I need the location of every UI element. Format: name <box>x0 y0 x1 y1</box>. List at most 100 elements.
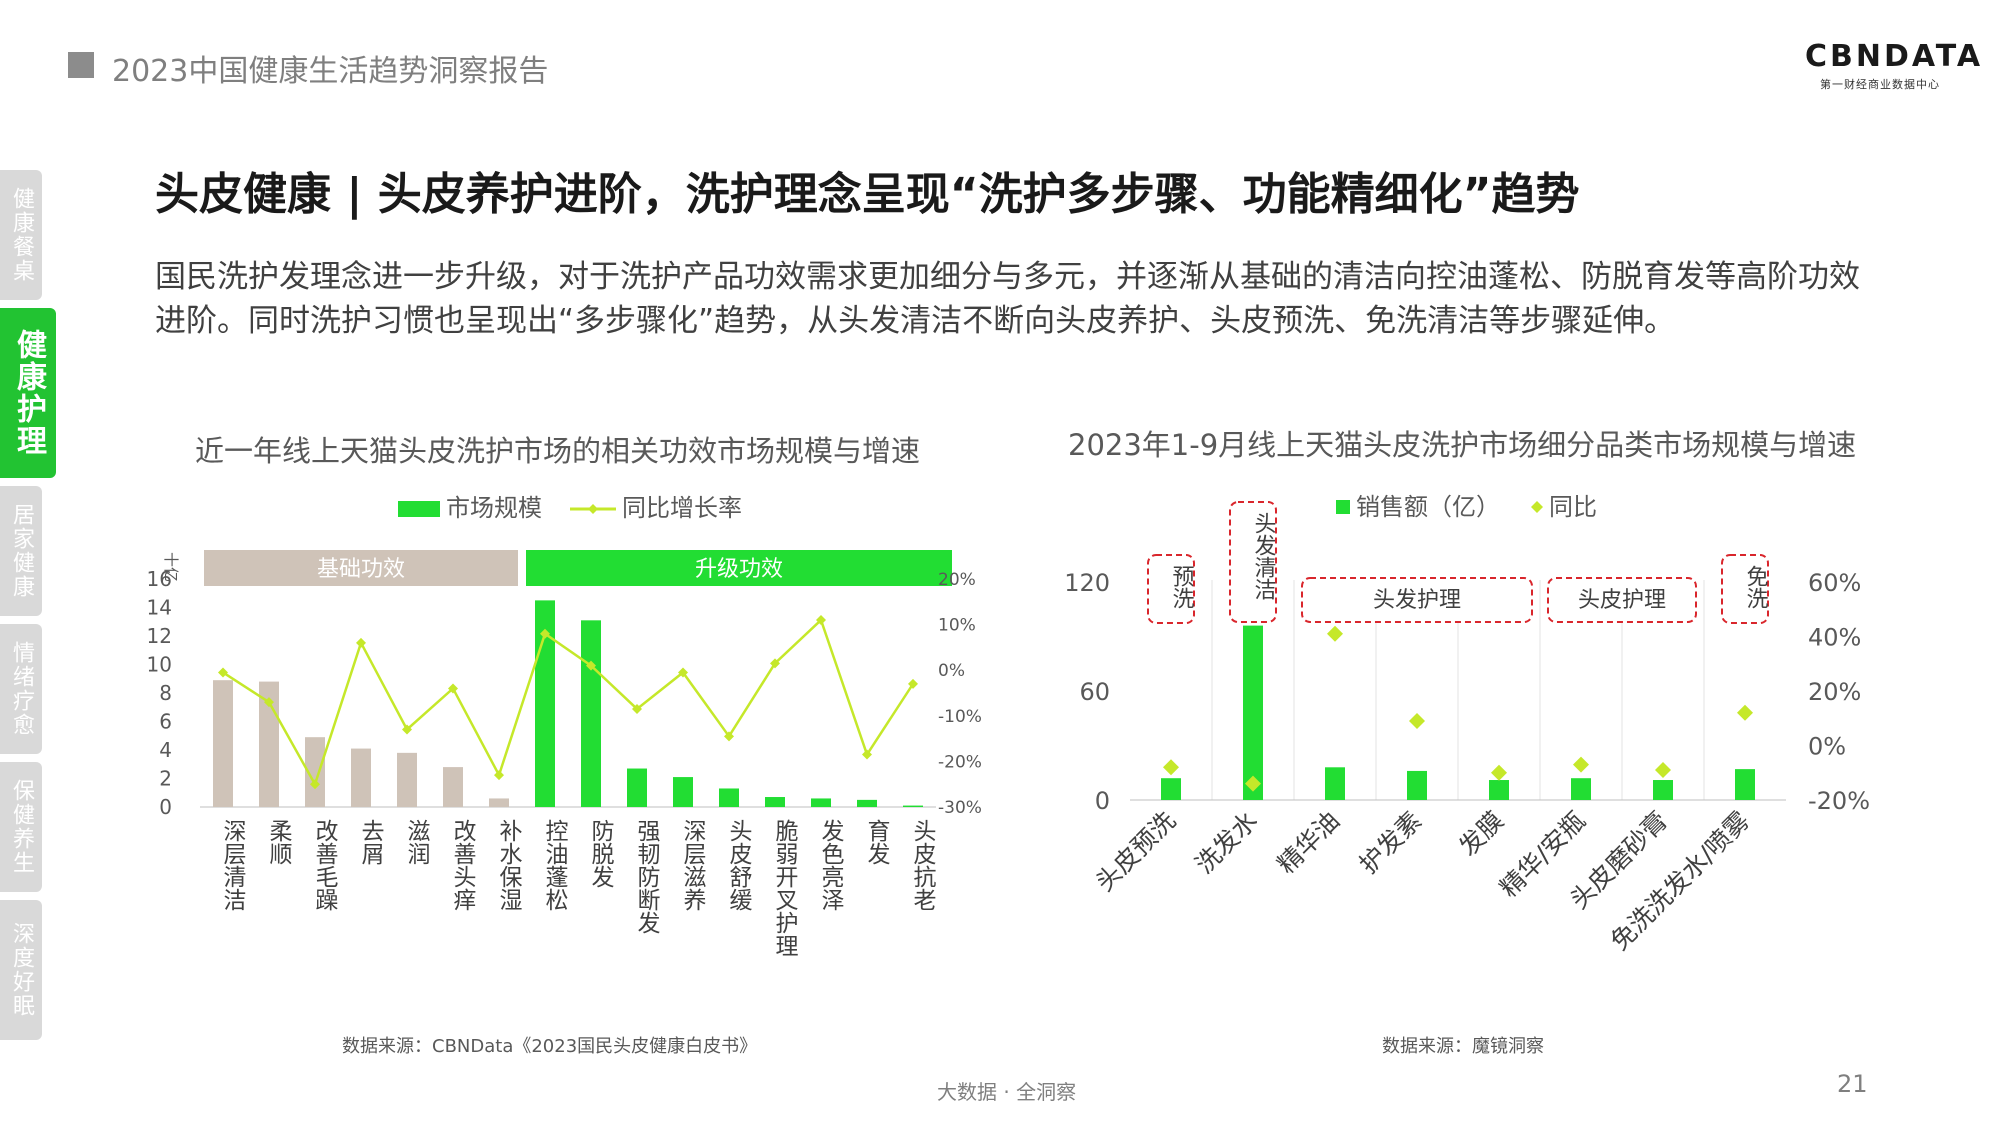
growth-point <box>494 770 504 781</box>
bar <box>351 748 371 807</box>
bar <box>1407 770 1427 800</box>
bar <box>213 680 233 807</box>
chart-left-source: 数据来源：CBNData《2023国民头皮健康白皮书》 <box>342 1036 758 1057</box>
legend-label-bar: 销售额（亿） <box>1356 493 1500 521</box>
growth-point <box>356 637 366 648</box>
sidebar-item-emotion-healing[interactable]: 情绪疗愈 <box>0 624 42 754</box>
bar <box>811 798 831 807</box>
yoy-point <box>1573 756 1589 773</box>
logo-sub: 第一财经商业数据中心 <box>1820 78 1940 91</box>
growth-point <box>770 658 780 669</box>
group-box <box>1547 577 1697 623</box>
category-label: 强韧防断发 <box>633 819 661 934</box>
category-label: 改善头痒 <box>449 819 477 911</box>
y2-tick-label: 0% <box>1808 733 1846 761</box>
bar <box>397 752 417 807</box>
growth-point <box>908 678 918 689</box>
yoy-point <box>1163 759 1179 776</box>
bar <box>1653 780 1673 800</box>
sidebar-item-home-health[interactable]: 居家健康 <box>0 486 42 616</box>
growth-point <box>310 779 320 790</box>
y-tick-label: 0 <box>159 795 172 819</box>
bar <box>443 767 463 807</box>
y2-tick-label: 20% <box>1808 678 1861 706</box>
page-title: 头皮健康 | 头皮养护进阶，洗护理念呈现“洗护多步骤、功能精细化”趋势 <box>155 169 1580 220</box>
sidebar-item-health-care[interactable]: 健康护理 <box>0 308 56 478</box>
sidebar-item-deep-sleep[interactable]: 深度好眠 <box>0 900 42 1040</box>
category-label: 洗发水 <box>1190 806 1264 880</box>
category-label: 柔顺 <box>265 819 293 865</box>
group-box-label: 头皮护理 <box>1578 588 1666 613</box>
bar <box>903 805 923 807</box>
group-box-label: 头发护理 <box>1373 588 1461 613</box>
yoy-point <box>1327 625 1343 642</box>
bar <box>1325 767 1345 800</box>
group-box <box>1229 501 1277 623</box>
growth-point <box>402 724 412 735</box>
growth-point <box>540 628 550 639</box>
yoy-point <box>1491 764 1507 781</box>
bar <box>627 768 647 807</box>
growth-point <box>862 749 872 760</box>
y2-tick-label: 20% <box>938 570 976 590</box>
report-title: 2023中国健康生活趋势洞察报告 <box>112 54 549 89</box>
y2-tick-label: 60% <box>1808 569 1861 597</box>
category-label: 头皮预洗 <box>1090 806 1181 897</box>
category-label: 免洗洗发水/喷雾 <box>1605 806 1755 956</box>
y2-tick-label: 10% <box>938 616 976 636</box>
y-tick-label: 2 <box>159 767 172 791</box>
legend-label-bar: 市场规模 <box>446 494 542 522</box>
category-label: 头皮抗老 <box>909 819 937 911</box>
logo: CBNDATA 第一财经商业数据中心 <box>1805 40 1980 92</box>
y-tick-label: 6 <box>159 710 172 734</box>
sidebar-item-wellness[interactable]: 保健养生 <box>0 762 42 892</box>
category-label: 护发素 <box>1354 806 1428 880</box>
growth-point <box>448 683 458 694</box>
bar <box>489 798 509 807</box>
growth-point <box>218 667 228 678</box>
legend-swatch-bar <box>398 501 440 517</box>
group-header-bg <box>526 550 952 586</box>
group-header-label: 基础功效 <box>317 557 405 582</box>
chart-right-title: 2023年1-9月线上天猫头皮洗护市场细分品类市场规模与增速 <box>1068 428 1857 462</box>
y-tick-label: 0 <box>1095 787 1110 815</box>
yoy-point <box>1655 762 1671 779</box>
y-tick-label: 10 <box>147 653 172 677</box>
chart-left-title: 近一年线上天猫头皮洗护市场的相关功效市场规模与增速 <box>195 434 921 468</box>
y2-tick-label: -30% <box>938 798 982 818</box>
category-label: 控油蓬松 <box>541 819 569 911</box>
yoy-point <box>1737 704 1753 721</box>
chart-right: 销售额（亿） 同比060120-20%0%20%40%60%预洗 头发清洁头发护理头… <box>1064 493 1870 956</box>
category-label: 深层清洁 <box>219 819 247 911</box>
group-box <box>1147 554 1195 624</box>
category-label: 补水保湿 <box>495 819 523 911</box>
group-header-label: 升级功效 <box>695 557 783 582</box>
y-axis-unit: 十亿 <box>162 552 180 582</box>
footer-tagline: 大数据 · 全洞察 <box>937 1080 1077 1104</box>
growth-point <box>724 731 734 742</box>
bar <box>719 788 739 807</box>
group-box-label: 头发清洁 <box>1251 512 1277 600</box>
category-label: 育发 <box>863 819 891 865</box>
legend-label-line: 同比增长率 <box>622 494 742 522</box>
sidebar-item-healthy-table[interactable]: 健康餐桌 <box>0 170 42 300</box>
group-header-bg <box>204 550 518 586</box>
y-tick-label: 8 <box>159 681 172 705</box>
chart-right-source: 数据来源：魔镜洞察 <box>1382 1036 1544 1057</box>
category-label: 发膜 <box>1453 806 1509 862</box>
bar <box>1243 625 1263 800</box>
category-label: 改善毛躁 <box>311 819 339 911</box>
y2-tick-label: 0% <box>938 661 965 681</box>
y2-tick-label: -20% <box>1808 787 1870 815</box>
bar <box>673 777 693 807</box>
bar <box>1489 780 1509 800</box>
group-box <box>1301 577 1533 623</box>
page-description: 国民洗护发理念进一步升级，对于洗护产品功效需求更加细分与多元，并逐渐从基础的清洁… <box>155 259 1860 339</box>
growth-point <box>816 615 826 626</box>
y2-tick-label: 40% <box>1808 624 1861 652</box>
bar <box>581 620 601 807</box>
bar <box>765 797 785 807</box>
y-tick-label: 16 <box>147 567 172 591</box>
growth-line <box>222 617 915 788</box>
